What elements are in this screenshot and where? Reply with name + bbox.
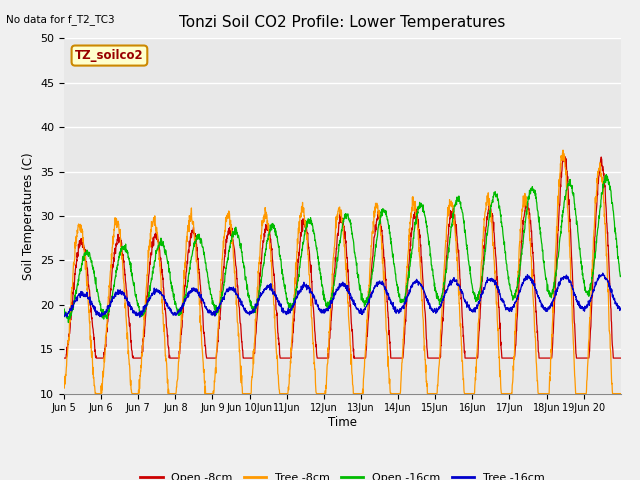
Tree -16cm [599, 270, 607, 276]
Open -8cm [504, 355, 512, 361]
Tree -8cm [371, 213, 379, 218]
Open -16cm [65, 320, 72, 325]
Legend: Open -8cm, Tree -8cm, Open -16cm, Tree -16cm: Open -8cm, Tree -8cm, Open -16cm, Tree -… [136, 468, 549, 480]
Open -16cm [216, 303, 223, 309]
Open -16cm [371, 253, 379, 259]
Text: TZ_soilco2: TZ_soilco2 [75, 49, 144, 62]
Title: Tonzi Soil CO2 Profile: Lower Temperatures: Tonzi Soil CO2 Profile: Lower Temperatur… [179, 15, 506, 30]
Tree -8cm [568, 303, 576, 309]
X-axis label: Time: Time [328, 416, 357, 429]
Open -8cm [568, 258, 575, 264]
Line: Open -8cm: Open -8cm [64, 154, 621, 358]
Line: Open -16cm: Open -16cm [64, 175, 621, 323]
Line: Tree -16cm: Tree -16cm [64, 273, 621, 317]
Tree -8cm [359, 386, 367, 392]
Open -16cm [617, 273, 625, 279]
Tree -8cm [216, 300, 223, 305]
Line: Tree -8cm: Tree -8cm [64, 150, 621, 394]
Open -16cm [602, 172, 610, 178]
Open -8cm [358, 355, 366, 361]
Tree -16cm [371, 284, 379, 289]
Tree -16cm [584, 301, 591, 307]
Open -8cm [584, 355, 591, 361]
Open -16cm [60, 307, 68, 312]
Open -8cm [371, 233, 378, 239]
Tree -8cm [559, 147, 567, 153]
Open -16cm [504, 276, 512, 282]
Tree -16cm [617, 305, 625, 311]
Open -16cm [359, 298, 367, 304]
Tree -16cm [568, 283, 575, 289]
Open -8cm [216, 322, 223, 328]
Open -16cm [584, 289, 591, 295]
Open -8cm [617, 355, 625, 361]
Tree -16cm [216, 302, 223, 308]
Tree -16cm [60, 313, 68, 319]
Tree -8cm [584, 364, 591, 370]
Tree -8cm [617, 391, 625, 396]
Open -16cm [568, 185, 575, 191]
Tree -16cm [136, 314, 143, 320]
Text: No data for f_T2_TC3: No data for f_T2_TC3 [6, 14, 115, 25]
Open -8cm [559, 151, 567, 156]
Tree -16cm [504, 307, 512, 313]
Tree -8cm [60, 383, 68, 388]
Open -8cm [60, 355, 68, 361]
Tree -8cm [504, 391, 512, 396]
Tree -16cm [359, 310, 367, 316]
Tree -8cm [92, 391, 99, 396]
Y-axis label: Soil Temperatures (C): Soil Temperatures (C) [22, 152, 35, 280]
